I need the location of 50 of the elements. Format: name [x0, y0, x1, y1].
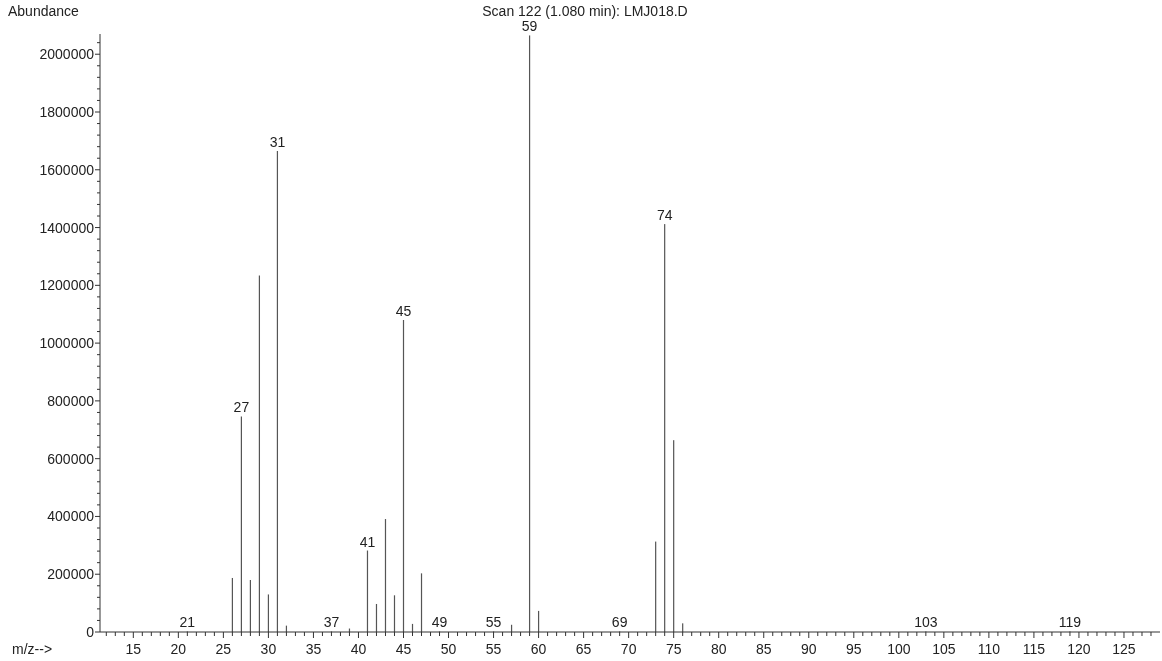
y-tick-label: 1200000: [39, 277, 95, 294]
annotation: 103: [914, 614, 938, 631]
annotation: 49: [431, 614, 448, 631]
annotation: 41: [359, 533, 376, 550]
x-tick-label: 35: [305, 641, 322, 657]
x-tick-label: 100: [887, 641, 911, 657]
y-tick-label: 1000000: [39, 335, 95, 352]
annotation: 69: [611, 614, 628, 631]
x-tick-label: 70: [620, 641, 637, 657]
x-tick-label: 110: [977, 641, 1001, 657]
x-tick-label: 60: [530, 641, 547, 657]
annotation: 31: [269, 134, 286, 150]
y-tick-label: 200000: [47, 566, 95, 583]
annotation: 59: [521, 18, 538, 35]
x-tick-label: 90: [800, 641, 817, 657]
x-tick-label: 75: [665, 641, 682, 657]
x-tick-label: 55: [485, 641, 502, 657]
annotation: 27: [233, 399, 250, 416]
y-tick-label: 1800000: [39, 104, 95, 120]
annotation: 37: [323, 614, 340, 631]
x-tick-label: 30: [260, 641, 277, 657]
annotation: 21: [179, 614, 196, 631]
annotation: 119: [1058, 614, 1082, 631]
y-tick-label: 600000: [47, 450, 95, 467]
x-axis-title: m/z-->: [12, 641, 53, 657]
annotation: 74: [656, 207, 673, 224]
y-axis-title: Abundance: [8, 3, 80, 19]
x-tick-label: 115: [1022, 641, 1046, 657]
x-tick-label: 120: [1067, 641, 1091, 657]
annotation: 45: [395, 303, 412, 319]
y-tick-label: 1400000: [39, 219, 95, 236]
x-tick-label: 45: [395, 641, 412, 657]
x-tick-label: 15: [125, 641, 142, 657]
x-tick-label: 50: [440, 641, 457, 657]
x-tick-label: 65: [575, 641, 592, 657]
x-tick-label: 25: [215, 641, 232, 657]
x-tick-label: 80: [710, 641, 727, 657]
y-tick-label: 1600000: [39, 161, 95, 178]
annotation: 55: [485, 614, 502, 631]
x-tick-label: 125: [1112, 641, 1136, 657]
x-tick-label: 85: [755, 641, 772, 657]
chart-title: Scan 122 (1.080 min): LMJ018.D: [482, 3, 688, 19]
x-tick-label: 105: [932, 641, 956, 657]
y-tick-label: 400000: [47, 508, 95, 525]
y-tick-label: 0: [86, 624, 95, 640]
x-tick-label: 20: [170, 641, 187, 657]
x-tick-label: 40: [350, 641, 367, 657]
y-tick-label: 800000: [47, 392, 95, 409]
y-tick-label: 2000000: [39, 46, 95, 63]
x-tick-label: 95: [846, 641, 862, 657]
